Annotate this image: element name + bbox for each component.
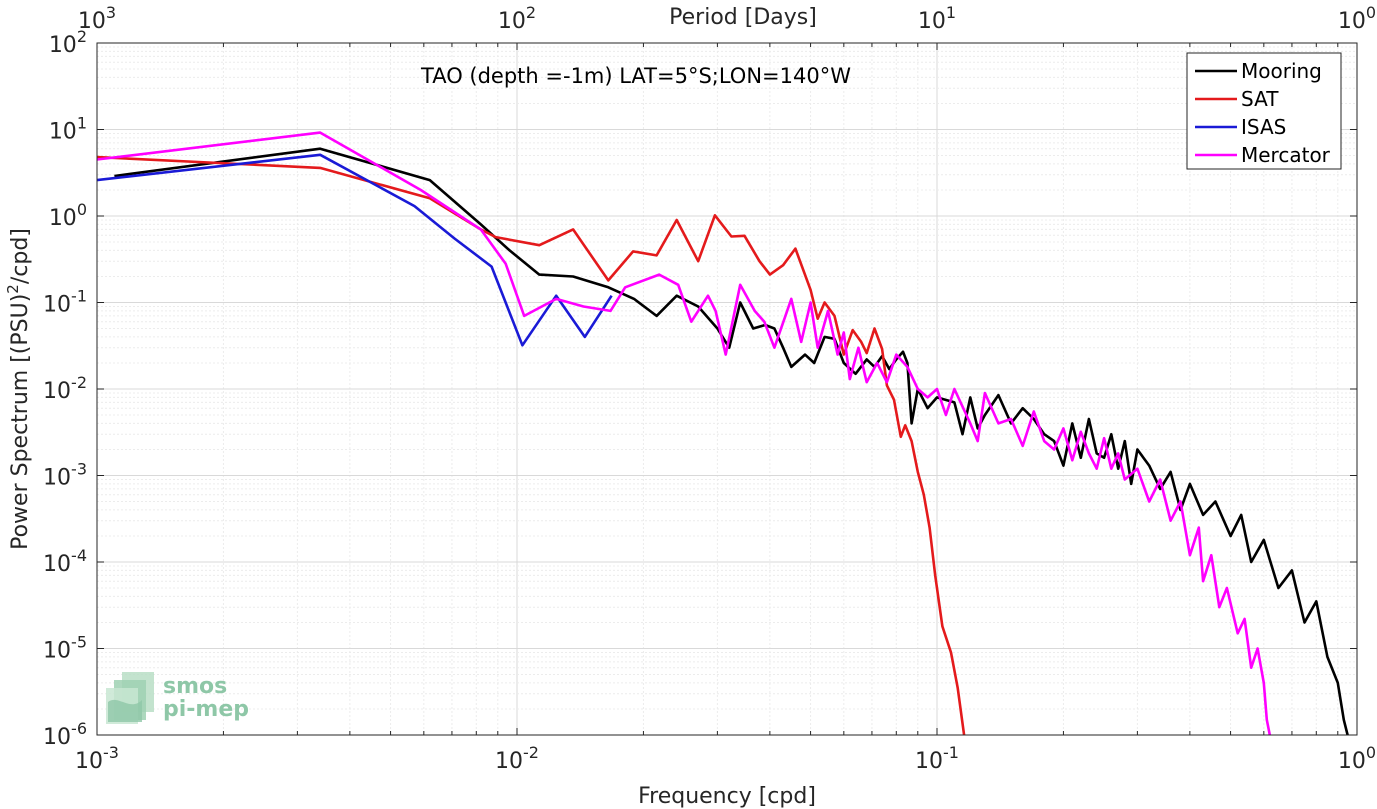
legend: Mooring SAT ISAS Mercator: [1186, 52, 1342, 170]
y-axis-label-sup: 2: [4, 284, 22, 294]
series-layer: [97, 131, 1349, 735]
x-tick-label: 10-1: [915, 743, 959, 774]
x-tick-label: 10-2: [495, 743, 539, 774]
series-line-mercator: [97, 131, 1272, 735]
x-tick-label: 10-3: [75, 743, 119, 774]
grid: [96, 43, 1357, 736]
x-tick-label: 100: [1338, 743, 1376, 774]
y-tick-label: 10-2: [43, 373, 87, 404]
chart-title: TAO (depth =-1m) LAT=5°S;LON=140°W: [420, 64, 851, 88]
y-axis-label: Power Spectrum [(PSU)2/cpd]: [4, 228, 33, 550]
y-tick-label: 10-5: [43, 633, 87, 664]
smos-pi-mep-logo: smos pi-mep: [106, 672, 249, 724]
x2-tick-label: 103: [78, 3, 116, 34]
logo-text-pimep: pi-mep: [163, 697, 249, 722]
y-tick-label: 101: [49, 114, 87, 145]
y-axis-label-tail: /cpd]: [8, 228, 33, 284]
x2-tick-label: 102: [498, 3, 536, 34]
x-axis-label: Frequency [cpd]: [638, 784, 816, 809]
y-tick-label: 100: [49, 200, 87, 231]
y-tick-label: 102: [49, 27, 87, 58]
x2-tick-label: 101: [918, 3, 956, 34]
y-tick-label: 10-1: [43, 287, 87, 318]
top-axis-label: Period [Days]: [669, 5, 817, 30]
y-tick-label: 10-3: [43, 460, 87, 491]
legend-label-mooring: Mooring: [1241, 59, 1322, 83]
logo-text-smos: smos: [163, 674, 227, 699]
legend-label-mercator: Mercator: [1241, 143, 1331, 167]
legend-label-isas: ISAS: [1241, 115, 1286, 139]
legend-label-sat: SAT: [1241, 87, 1279, 111]
x2-tick-label: 100: [1338, 3, 1376, 34]
y-tick-label: 10-6: [43, 719, 87, 750]
series-line-isas: [97, 153, 613, 347]
legend-box: [1186, 52, 1342, 170]
series-line-sat: [97, 155, 966, 735]
y-axis-label-main: Power Spectrum [(PSU): [8, 294, 33, 550]
y-tick-label: 10-4: [43, 546, 87, 577]
logo-icon: [106, 672, 154, 724]
